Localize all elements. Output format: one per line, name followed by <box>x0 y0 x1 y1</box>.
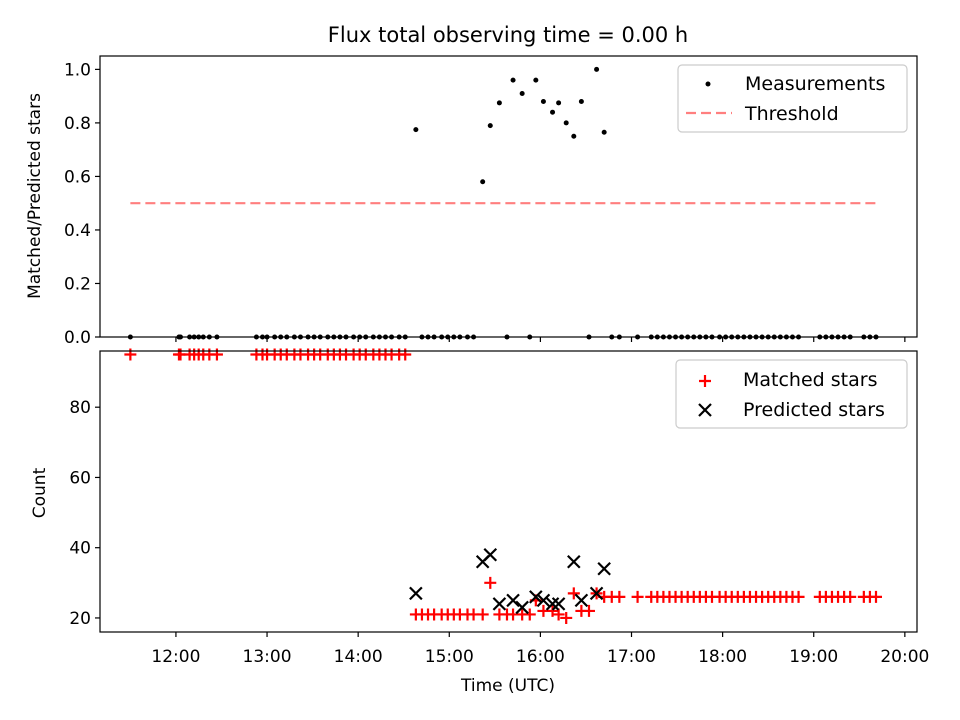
matched-star-point <box>869 590 882 603</box>
legend-predicted-label: Predicted stars <box>743 399 885 421</box>
x-tick-label: 14:00 <box>334 647 383 667</box>
bottom-panel-count: Count Time (UTC) 20 40 60 80 12:00 13:00 14:0… <box>30 348 929 696</box>
measurement-point <box>550 109 556 115</box>
matched-star-point <box>631 590 644 603</box>
predicted-star-point <box>492 597 507 611</box>
top-panel-ratio: Flux total observing time = 0.00 h Match… <box>25 23 918 348</box>
measurement-point <box>601 129 607 135</box>
x-tick-label: 17:00 <box>607 647 656 667</box>
predicted-star-point <box>589 586 604 601</box>
matched-star-point <box>792 590 805 603</box>
measurement-point <box>510 77 516 83</box>
measurement-point <box>487 123 493 129</box>
bottom-legend: Matched stars Predicted stars <box>675 359 908 429</box>
matched-star-point <box>523 608 536 621</box>
matched-star-point <box>552 608 565 621</box>
measurement-point <box>571 133 577 139</box>
bottom-y-axis-label: Count <box>30 467 50 518</box>
top-legend: Measurements Threshold <box>677 64 908 133</box>
top-y-tick-label: 0.6 <box>64 167 91 187</box>
bottom-legend-box <box>675 359 908 429</box>
predicted-star-point <box>574 593 589 608</box>
bottom-y-tick-label: 20 <box>69 609 91 629</box>
x-tick-label: 12:00 <box>151 647 200 667</box>
measurement-point <box>578 98 584 104</box>
bottom-x-ticks: 12:00 13:00 14:00 15:00 16:00 17:00 18:00 19:00… <box>151 632 929 667</box>
top-y-tick-label: 0.4 <box>64 221 91 241</box>
x-tick-label: 20:00 <box>880 647 929 667</box>
legend-measurements-marker <box>705 81 711 87</box>
top-y-ticks: 0.0 0.2 0.4 0.6 0.8 1.0 <box>64 60 100 348</box>
x-axis-label: Time (UTC) <box>460 676 555 696</box>
x-tick-label: 19:00 <box>789 647 838 667</box>
measurement-point <box>533 77 539 83</box>
top-plot-frame <box>99 55 918 338</box>
measurement-point <box>496 100 502 106</box>
matched-star-point <box>582 604 595 617</box>
x-tick-label: 15:00 <box>425 647 474 667</box>
bottom-plot-frame <box>99 350 918 633</box>
top-y-tick-label: 0.2 <box>64 274 91 294</box>
x-tick-label: 18:00 <box>698 647 747 667</box>
legend-threshold-label: Threshold <box>744 103 839 125</box>
top-y-tick-label: 0.0 <box>64 328 91 348</box>
legend-matched-marker <box>699 375 711 387</box>
top-y-axis-label: Matched/Predicted stars <box>25 93 45 299</box>
x-tick-label: 16:00 <box>516 647 565 667</box>
bottom-y-tick-label: 40 <box>69 539 91 559</box>
legend-measurements-label: Measurements <box>745 73 885 95</box>
matched-star-point <box>844 590 857 603</box>
top-y-tick-label: 1.0 <box>64 60 91 80</box>
bottom-y-tick-label: 80 <box>69 398 91 418</box>
measurement-point <box>556 100 562 106</box>
matched-stars-points <box>124 348 882 624</box>
measurement-point <box>594 66 600 72</box>
predicted-star-point <box>483 547 498 562</box>
legend-matched-label: Matched stars <box>743 369 877 391</box>
matched-star-point <box>546 604 559 617</box>
top-y-tick-label: 0.8 <box>64 114 91 134</box>
predicted-star-point <box>536 593 551 608</box>
bottom-y-ticks: 20 40 60 80 <box>69 398 100 629</box>
predicted-star-point <box>529 590 543 604</box>
predicted-star-point <box>409 586 423 601</box>
predicted-star-point <box>545 597 560 611</box>
predicted-star-point <box>506 593 520 608</box>
legend-predicted-marker <box>698 403 712 417</box>
bottom-y-tick-label: 60 <box>69 468 91 488</box>
matched-star-point <box>560 611 573 624</box>
measurement-point <box>519 90 525 96</box>
measurement-point <box>480 179 486 185</box>
chart-title: Flux total observing time = 0.00 h <box>328 23 688 47</box>
predicted-star-point <box>567 554 581 569</box>
predicted-stars-points <box>409 547 611 615</box>
top-legend-box <box>677 64 908 133</box>
predicted-star-point <box>551 597 566 611</box>
measurement-point <box>540 98 546 104</box>
matched-star-point <box>484 576 497 589</box>
matched-star-point <box>476 608 489 621</box>
x-tick-label: 13:00 <box>243 647 292 667</box>
predicted-star-point <box>515 600 529 615</box>
matched-star-point <box>567 587 580 600</box>
matched-star-point <box>613 590 626 603</box>
predicted-star-point <box>597 561 611 576</box>
measurement-point <box>563 120 569 126</box>
measurement-point <box>413 127 419 133</box>
